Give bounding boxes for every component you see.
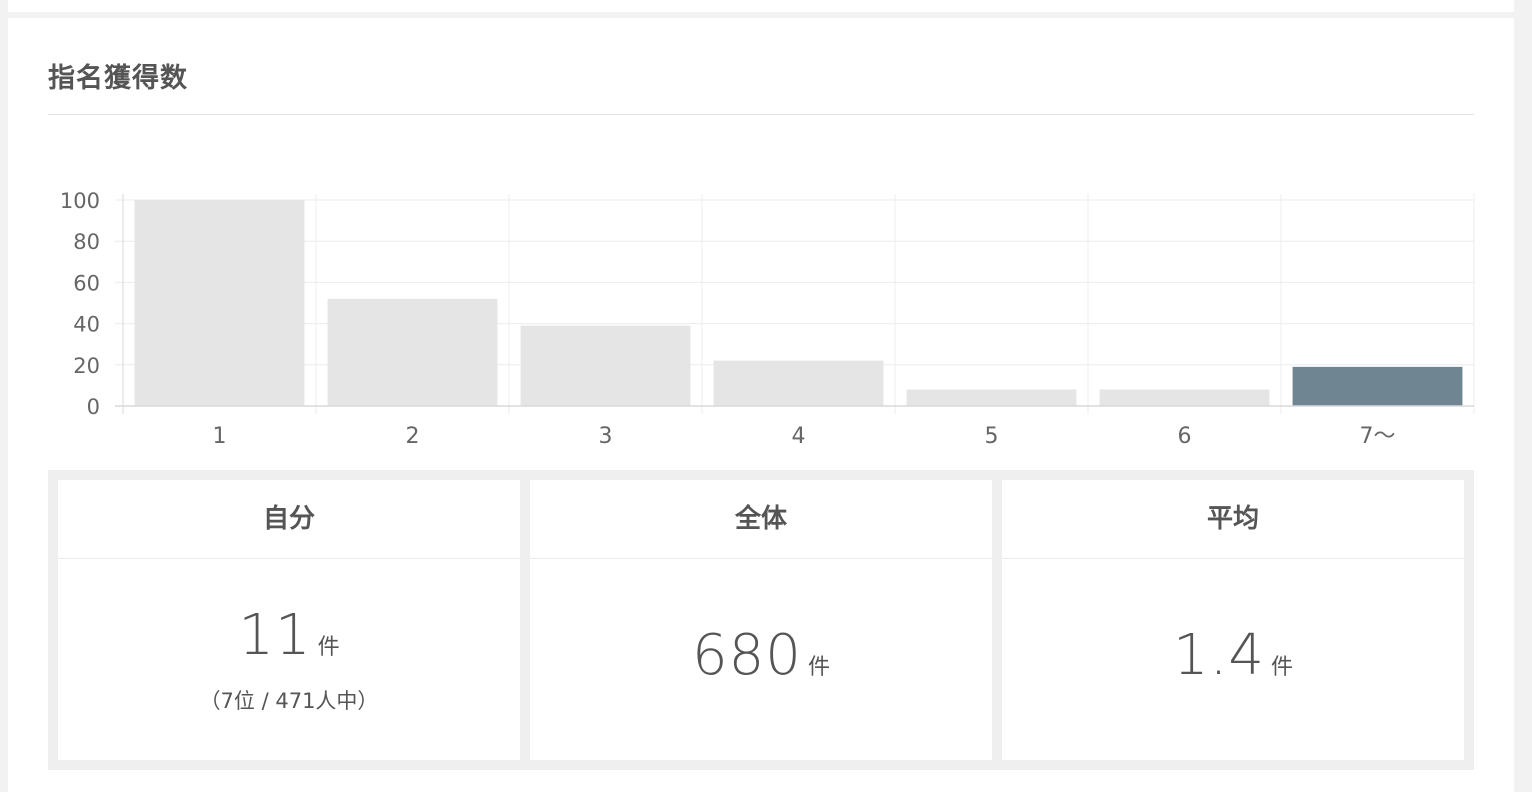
x-tick-label: 3 (599, 424, 613, 449)
stat-total-unit: 件 (807, 655, 830, 680)
y-tick-label: 80 (73, 230, 100, 254)
bar-7〜 (1292, 366, 1463, 406)
nomination-bar-chart: 0 20 40 60 80 100 1 2 3 4 5 6 7〜 (60, 189, 1475, 449)
x-tick-label: 5 (985, 424, 999, 449)
stat-average-label: 平均 (1002, 480, 1464, 559)
stat-total: 全体 680 件 (530, 480, 992, 760)
x-tick-label: 6 (1178, 424, 1192, 449)
y-tick-label: 20 (73, 354, 100, 378)
x-tick-label: 1 (213, 424, 227, 449)
stat-total-body: 680 件 (530, 559, 992, 760)
stat-self-label: 自分 (58, 480, 520, 559)
y-tick-label: 0 (87, 395, 100, 419)
stat-self-value: 11 (238, 603, 312, 668)
chart-bars (134, 200, 1463, 406)
previous-card (8, 0, 1514, 12)
bar-6 (1099, 389, 1270, 406)
stat-average-unit: 件 (1271, 655, 1294, 680)
stat-average-value: 1.4 (1172, 623, 1266, 688)
y-tick-label: 60 (73, 271, 100, 295)
bar-4 (713, 360, 884, 406)
x-tick-label: 4 (792, 424, 806, 449)
bar-1 (134, 200, 305, 406)
x-tick-label: 7〜 (1360, 424, 1396, 449)
stat-average: 平均 1.4 件 (1002, 480, 1464, 760)
bar-3 (520, 325, 691, 406)
stat-total-value: 680 (692, 623, 802, 688)
stat-self: 自分 11 件 （7位 / 471人中） (58, 480, 520, 760)
bar-5 (906, 389, 1077, 406)
y-tick-label: 40 (73, 313, 100, 337)
chart-labels: 0 20 40 60 80 100 1 2 3 4 5 6 7〜 (60, 189, 1396, 449)
stat-average-body: 1.4 件 (1002, 559, 1464, 760)
x-tick-label: 2 (406, 424, 420, 449)
stat-self-rank: （7位 / 471人中） (199, 689, 379, 713)
stat-self-body: 11 件 （7位 / 471人中） (58, 559, 520, 760)
stat-self-unit: 件 (317, 635, 340, 660)
stat-total-label: 全体 (530, 480, 992, 559)
nomination-card: 指名獲得数 0 20 40 60 80 100 1 2 3 4 5 6 7〜 自分 11 件 （7位 / … (8, 18, 1514, 792)
card-title: 指名獲得数 (48, 63, 188, 94)
title-divider (48, 114, 1474, 115)
bar-2 (327, 298, 498, 406)
y-tick-label: 100 (60, 189, 100, 213)
stats-panel: 自分 11 件 （7位 / 471人中） 全体 680 件 平均 1.4 件 (48, 470, 1474, 770)
